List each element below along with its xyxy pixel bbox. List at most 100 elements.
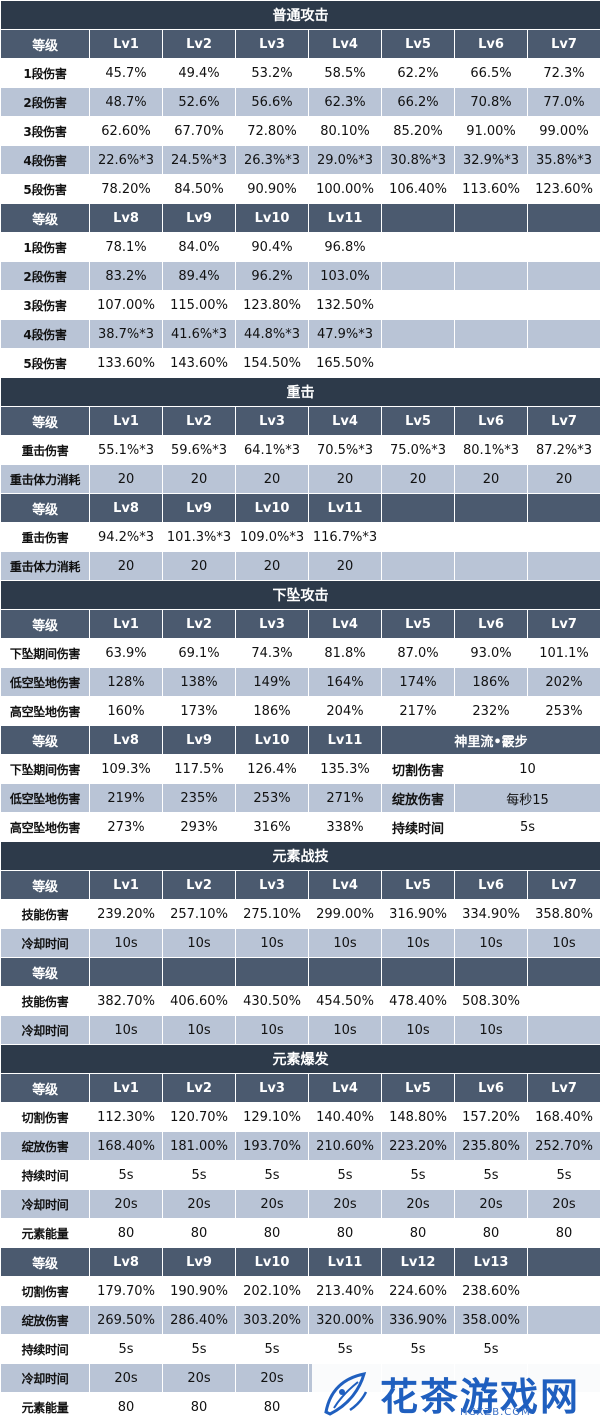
row-label: 重击伤害 xyxy=(0,435,90,465)
level-header-label: 等级 xyxy=(0,609,90,639)
value-cell: 252.70% xyxy=(527,1131,600,1161)
value-cell: 80 xyxy=(381,1218,455,1248)
level-header-cell xyxy=(454,493,528,523)
value-cell: 99.00% xyxy=(527,116,600,146)
value-cell: 20 xyxy=(235,464,309,494)
value-cell: 96.8% xyxy=(308,232,382,262)
level-header-cell: Lv12 xyxy=(381,1247,455,1277)
value-cell: 20s xyxy=(527,1189,600,1219)
level-header-cell: Lv1 xyxy=(89,406,163,436)
value-cell: 20s xyxy=(162,1189,236,1219)
value-cell: 286.40% xyxy=(162,1305,236,1335)
value-cell: 66.2% xyxy=(381,87,455,117)
value-cell: 316% xyxy=(235,812,309,842)
value-cell: 116.7%*3 xyxy=(308,522,382,552)
value-cell: 63.9% xyxy=(89,638,163,668)
table-row: 持续时间 5s 5s 5s 5s 5s 5s 5s xyxy=(0,1160,600,1190)
value-cell: 22.6%*3 xyxy=(89,145,163,175)
value-cell: 186% xyxy=(454,667,528,697)
value-cell: 20s xyxy=(308,1189,382,1219)
value-cell: 20 xyxy=(527,464,600,494)
value-cell: 30.8%*3 xyxy=(381,145,455,175)
value-cell: 204% xyxy=(308,696,382,726)
level-header-cell: Lv3 xyxy=(235,29,309,59)
value-cell: 239.20% xyxy=(89,899,163,929)
value-cell xyxy=(527,290,600,320)
value-cell: 10s xyxy=(454,928,528,958)
level-header-cell xyxy=(162,957,236,987)
value-cell: 72.3% xyxy=(527,58,600,88)
table-row: 切割伤害 112.30% 120.70% 129.10% 140.40% 148.80% 1… xyxy=(0,1102,600,1132)
value-cell: 80 xyxy=(235,1392,309,1422)
value-cell: 5s xyxy=(381,1334,455,1364)
level-header-row: 等级 xyxy=(0,957,600,987)
value-cell: 77.0% xyxy=(527,87,600,117)
table-row: 技能伤害 239.20% 257.10% 275.10% 299.00% 316.90% 3… xyxy=(0,899,600,929)
value-cell xyxy=(527,1015,600,1045)
value-cell: 5s xyxy=(454,1334,528,1364)
value-cell: 10s xyxy=(308,928,382,958)
value-cell: 5s xyxy=(527,1160,600,1190)
value-cell: 406.60% xyxy=(162,986,236,1016)
level-header-cell: Lv5 xyxy=(381,406,455,436)
level-header-label: 等级 xyxy=(0,29,90,59)
value-cell: 186% xyxy=(235,696,309,726)
value-cell: 70.5%*3 xyxy=(308,435,382,465)
value-cell: 123.60% xyxy=(527,174,600,204)
level-header-row: 等级 Lv1 Lv2 Lv3 Lv4 Lv5 Lv6 Lv7 xyxy=(0,609,600,639)
level-header-cell: Lv10 xyxy=(235,725,309,755)
value-cell: 269.50% xyxy=(89,1305,163,1335)
level-header-label: 等级 xyxy=(0,725,90,755)
value-cell: 48.7% xyxy=(89,87,163,117)
value-cell: 41.6%*3 xyxy=(162,319,236,349)
row-label: 3段伤害 xyxy=(0,116,90,146)
section-title-row: 元素爆发 xyxy=(0,1044,600,1074)
level-header-cell: Lv4 xyxy=(308,870,382,900)
value-cell: 10s xyxy=(89,928,163,958)
value-cell: 143.60% xyxy=(162,348,236,378)
value-cell: 164% xyxy=(308,667,382,697)
level-header-row: 等级 Lv1 Lv2 Lv3 Lv4 Lv5 Lv6 Lv7 xyxy=(0,1073,600,1103)
side-table-value: 5s xyxy=(454,812,600,842)
table-row: 切割伤害 179.70% 190.90% 202.10% 213.40% 224.60% 2… xyxy=(0,1276,600,1306)
level-header-cell: Lv9 xyxy=(162,493,236,523)
table-row: 重击伤害 55.1%*3 59.6%*3 64.1%*3 70.5%*3 75.0%*3 8… xyxy=(0,435,600,465)
value-cell: 89.4% xyxy=(162,261,236,291)
value-cell: 303.20% xyxy=(235,1305,309,1335)
value-cell: 53.2% xyxy=(235,58,309,88)
value-cell: 85.20% xyxy=(381,116,455,146)
value-cell: 293% xyxy=(162,812,236,842)
table-row: 3段伤害 107.00% 115.00% 123.80% 132.50% xyxy=(0,290,600,320)
value-cell: 93.0% xyxy=(454,638,528,668)
value-cell: 20 xyxy=(89,551,163,581)
level-header-cell: Lv11 xyxy=(308,725,382,755)
value-cell: 10s xyxy=(381,928,455,958)
level-header-cell: Lv4 xyxy=(308,1073,382,1103)
table-row: 绽放伤害 168.40% 181.00% 193.70% 210.60% 223.20% 2… xyxy=(0,1131,600,1161)
value-cell: 20s xyxy=(162,1363,236,1393)
value-cell: 235% xyxy=(162,783,236,813)
value-cell: 5s xyxy=(381,1160,455,1190)
value-cell: 10s xyxy=(235,1015,309,1045)
level-header-cell: Lv7 xyxy=(527,406,600,436)
value-cell: 113.60% xyxy=(454,174,528,204)
level-header-cell: Lv9 xyxy=(162,1247,236,1277)
flower-logo-icon xyxy=(324,1372,368,1416)
value-cell: 336.90% xyxy=(381,1305,455,1335)
level-header-cell: Lv7 xyxy=(527,29,600,59)
value-cell xyxy=(527,1305,600,1335)
row-label: 低空坠地伤害 xyxy=(0,783,90,813)
row-label: 高空坠地伤害 xyxy=(0,696,90,726)
value-cell: 223.20% xyxy=(381,1131,455,1161)
value-cell: 20s xyxy=(235,1363,309,1393)
level-header-cell: Lv4 xyxy=(308,29,382,59)
value-cell: 232% xyxy=(454,696,528,726)
table-row: 5段伤害 78.20% 84.50% 90.90% 100.00% 106.40% 113.… xyxy=(0,174,600,204)
value-cell: 62.2% xyxy=(381,58,455,88)
level-header-cell: Lv3 xyxy=(235,1073,309,1103)
row-label: 2段伤害 xyxy=(0,87,90,117)
level-header-label: 等级 xyxy=(0,493,90,523)
level-header-cell: Lv1 xyxy=(89,870,163,900)
table-row: 元素能量 80 80 80 80 80 80 80 xyxy=(0,1218,600,1248)
value-cell xyxy=(527,232,600,262)
